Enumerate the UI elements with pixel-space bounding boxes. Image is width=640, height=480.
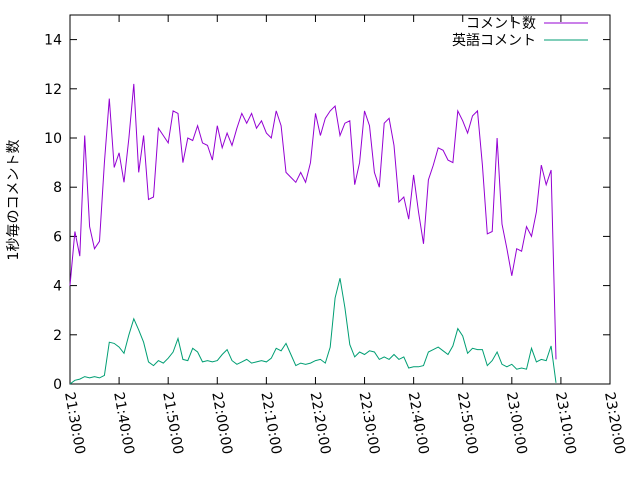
- y-axis-ticks: 0 2 4 6 8 10 12 14: [44, 33, 610, 393]
- x-tick-label: 21:30:00: [61, 391, 88, 456]
- y-axis-label: 1秒毎のコメント数: [6, 140, 22, 261]
- y-tick-label: 10: [44, 131, 62, 147]
- y-tick-label: 6: [53, 229, 62, 245]
- y-tick-label: 4: [53, 279, 62, 295]
- x-tick-label: 22:10:00: [257, 391, 284, 456]
- x-tick-label: 22:30:00: [356, 391, 383, 456]
- series-layer: [69, 83, 557, 385]
- x-tick-label: 22:40:00: [405, 391, 432, 456]
- y-tick-label: 0: [53, 377, 62, 393]
- x-tick-label: 21:40:00: [110, 391, 137, 456]
- series-line-0: [69, 83, 557, 360]
- plot-border: [69, 14, 611, 385]
- legend-label-0: コメント数: [466, 16, 536, 32]
- x-tick-label: 22:00:00: [208, 391, 235, 456]
- y-tick-label: 14: [44, 33, 62, 49]
- x-tick-label: 22:50:00: [454, 391, 481, 456]
- x-axis-ticks: 21:30:00 21:40:00 21:50:00 22:00:00 22:10:00…: [61, 15, 628, 456]
- y-tick-label: 2: [53, 328, 62, 344]
- x-tick-label: 22:20:00: [307, 391, 334, 456]
- series-line-1: [69, 278, 557, 385]
- x-tick-label: 23:20:00: [601, 391, 628, 456]
- legend-label-1: 英語コメント: [452, 32, 536, 49]
- y-tick-label: 8: [53, 180, 62, 196]
- x-tick-label: 23:00:00: [503, 391, 530, 456]
- x-tick-label: 23:10:00: [552, 391, 579, 456]
- plot-frame: [69, 14, 611, 385]
- x-tick-label: 21:50:00: [159, 391, 186, 456]
- y-tick-label: 12: [44, 82, 62, 98]
